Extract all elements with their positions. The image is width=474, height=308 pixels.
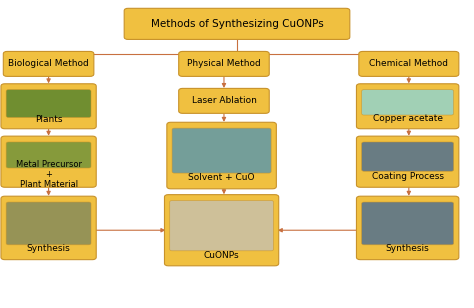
- Text: Metal Precursor
+
Plant Material: Metal Precursor + Plant Material: [16, 160, 82, 189]
- FancyBboxPatch shape: [356, 136, 459, 187]
- FancyBboxPatch shape: [6, 90, 91, 117]
- Text: Plants: Plants: [35, 116, 63, 124]
- FancyBboxPatch shape: [179, 88, 269, 113]
- Text: Synthesis: Synthesis: [27, 245, 71, 253]
- Text: Laser Ablation: Laser Ablation: [191, 96, 256, 105]
- FancyBboxPatch shape: [362, 90, 454, 115]
- FancyBboxPatch shape: [172, 128, 271, 173]
- Text: Coating Process: Coating Process: [372, 172, 444, 180]
- Text: Physical Method: Physical Method: [187, 59, 261, 68]
- FancyBboxPatch shape: [1, 84, 96, 129]
- FancyBboxPatch shape: [167, 122, 276, 189]
- FancyBboxPatch shape: [356, 84, 459, 129]
- FancyBboxPatch shape: [359, 51, 459, 76]
- FancyBboxPatch shape: [6, 202, 91, 245]
- FancyBboxPatch shape: [362, 202, 454, 245]
- Text: Chemical Method: Chemical Method: [369, 59, 448, 68]
- Text: Solvent + CuO: Solvent + CuO: [188, 173, 255, 182]
- Text: Synthesis: Synthesis: [386, 245, 429, 253]
- FancyBboxPatch shape: [179, 51, 269, 76]
- Text: Copper acetate: Copper acetate: [373, 114, 443, 123]
- FancyBboxPatch shape: [1, 136, 96, 187]
- FancyBboxPatch shape: [3, 51, 94, 76]
- FancyBboxPatch shape: [164, 195, 279, 266]
- Text: CuONPs: CuONPs: [204, 251, 239, 260]
- FancyBboxPatch shape: [356, 196, 459, 260]
- FancyBboxPatch shape: [6, 142, 91, 168]
- FancyBboxPatch shape: [362, 142, 454, 171]
- FancyBboxPatch shape: [1, 196, 96, 260]
- FancyBboxPatch shape: [124, 8, 350, 39]
- FancyBboxPatch shape: [170, 201, 273, 251]
- Text: Biological Method: Biological Method: [8, 59, 89, 68]
- Text: Methods of Synthesizing CuONPs: Methods of Synthesizing CuONPs: [151, 19, 323, 29]
